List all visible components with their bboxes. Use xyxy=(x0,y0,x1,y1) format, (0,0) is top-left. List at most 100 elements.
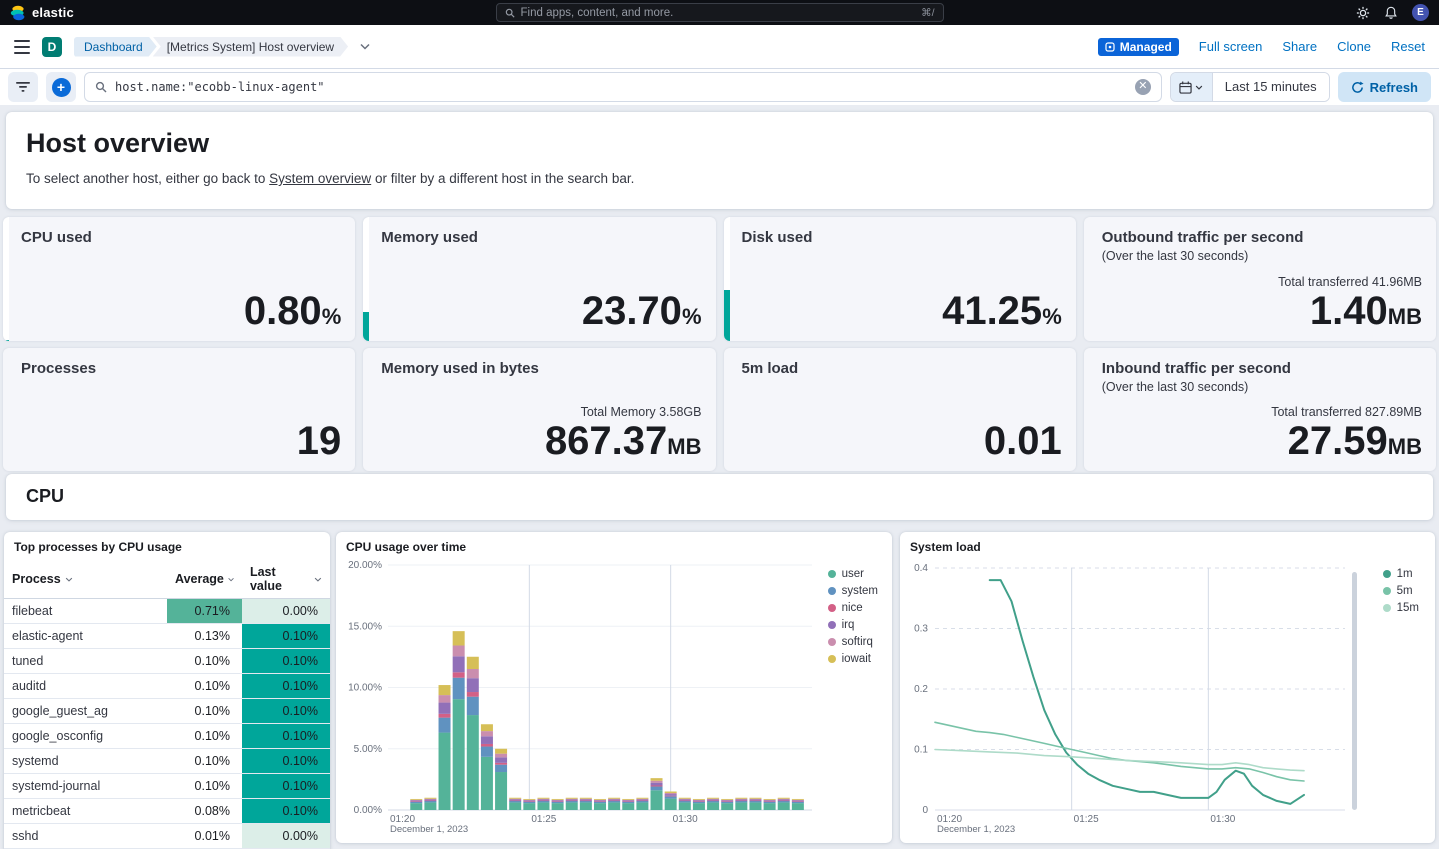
svg-text:10.00%: 10.00% xyxy=(348,683,382,694)
bar-segment-irq xyxy=(551,800,564,802)
query-input[interactable]: host.name:"ecobb-linux-agent" ✕ xyxy=(84,72,1162,102)
bar-segment-system xyxy=(579,800,592,803)
legend-dot xyxy=(827,655,836,663)
table-row: filebeat 0.71% 0.00% xyxy=(4,598,330,624)
action-full-screen[interactable]: Full screen xyxy=(1198,39,1263,54)
action-clone[interactable]: Clone xyxy=(1337,39,1372,54)
menu-icon[interactable] xyxy=(14,39,30,54)
bar-segment-nice xyxy=(509,800,522,802)
legend-item-user[interactable]: user xyxy=(827,568,878,580)
column-header-average[interactable]: Average xyxy=(167,560,242,599)
chevron-down-icon[interactable] xyxy=(360,43,370,50)
bar-segment-nice xyxy=(749,800,762,802)
system-overview-link[interactable]: System overview xyxy=(269,171,372,186)
managed-icon xyxy=(1105,41,1115,52)
breadcrumb-current[interactable]: [Metrics System] Host overview xyxy=(153,37,348,57)
time-range-label[interactable]: Last 15 minutes xyxy=(1212,73,1329,101)
metric-tile-processes: Processes 19 xyxy=(3,348,356,471)
legend-item-softirq[interactable]: softirq xyxy=(827,636,878,648)
global-search-input[interactable]: Find apps, content, and more. ⌘/ xyxy=(495,3,944,22)
bar-segment-irq xyxy=(480,736,493,744)
bar-segment-softirq xyxy=(537,798,550,800)
bar-segment-system xyxy=(735,800,748,803)
bar-segment-system xyxy=(537,800,550,803)
tile-value: 867.37MB xyxy=(544,419,702,463)
svg-text:5.00%: 5.00% xyxy=(354,744,382,755)
clear-query-button[interactable]: ✕ xyxy=(1134,79,1151,95)
column-header-last-value[interactable]: Last value xyxy=(241,560,330,599)
process-name: tuned xyxy=(4,648,167,674)
legend-label: system xyxy=(841,585,878,597)
legend-item-5m[interactable]: 5m xyxy=(1382,585,1419,597)
tile-subtitle: (Over the last 30 seconds) xyxy=(1101,380,1249,394)
bar-segment-softirq xyxy=(452,645,465,657)
legend-item-1m[interactable]: 1m xyxy=(1382,568,1419,580)
tile-value: 27.59MB xyxy=(1287,419,1422,463)
bar-segment-nice xyxy=(495,762,508,765)
bar-segment-system xyxy=(424,800,437,803)
bar-segment-user xyxy=(495,772,508,810)
search-icon xyxy=(95,81,107,93)
panel-scrollbar[interactable] xyxy=(1352,572,1357,810)
legend-dot xyxy=(1382,587,1391,595)
elastic-logo[interactable]: elastic xyxy=(10,5,74,21)
bar-segment-system xyxy=(480,746,493,757)
bar-segment-softirq xyxy=(495,753,508,758)
legend-item-iowait[interactable]: iowait xyxy=(827,653,878,665)
column-header-process[interactable]: Process xyxy=(4,560,167,599)
bar-segment-iowait xyxy=(523,798,536,800)
managed-badge[interactable]: Managed xyxy=(1097,37,1179,56)
settings-icon[interactable] xyxy=(1356,6,1370,20)
space-badge[interactable]: D xyxy=(42,36,62,57)
svg-text:0.4: 0.4 xyxy=(914,563,928,574)
bar-segment-irq xyxy=(410,800,423,802)
svg-text:01:20: 01:20 xyxy=(390,814,415,825)
bar-segment-nice xyxy=(707,800,720,802)
bar-segment-softirq xyxy=(650,780,663,783)
tile-context: Total Memory 3.58GB xyxy=(580,405,702,419)
progress-bar xyxy=(3,217,9,341)
last-value-cell: 0.00% xyxy=(241,823,330,849)
system-load-panel: System load 0 0.1 0.2 0.3 0.4 01:20 December 1… xyxy=(900,532,1435,843)
bar-segment-softirq xyxy=(579,798,592,800)
filter-menu-button[interactable] xyxy=(8,72,38,102)
add-filter-button[interactable]: + xyxy=(46,72,76,102)
svg-text:01:25: 01:25 xyxy=(531,814,556,825)
bar-segment-user xyxy=(608,802,621,810)
tile-value: 19 xyxy=(296,419,342,463)
last-value-cell: 0.10% xyxy=(241,723,330,749)
legend-dot xyxy=(827,570,836,578)
bar-segment-irq xyxy=(707,799,720,801)
tile-title: Memory used xyxy=(381,229,478,246)
bar-segment-nice xyxy=(735,800,748,802)
tile-title: Disk used xyxy=(741,229,813,246)
bar-segment-softirq xyxy=(410,799,423,801)
legend-dot xyxy=(827,587,836,595)
bar-segment-iowait xyxy=(551,798,564,800)
panel-title: CPU usage over time xyxy=(346,540,467,554)
bar-segment-iowait xyxy=(594,798,606,800)
bar-segment-user xyxy=(452,699,465,810)
legend-item-system[interactable]: system xyxy=(827,585,878,597)
user-avatar[interactable]: E xyxy=(1412,4,1429,21)
table-row: metricbeat 0.08% 0.10% xyxy=(4,798,330,824)
bar-segment-iowait xyxy=(495,748,508,754)
bar-segment-user xyxy=(777,802,790,810)
action-share[interactable]: Share xyxy=(1282,39,1318,54)
refresh-button[interactable]: Refresh xyxy=(1337,72,1431,102)
legend-item-nice[interactable]: nice xyxy=(827,602,878,614)
table-row: google_guest_ag 0.10% 0.10% xyxy=(4,698,330,724)
action-reset[interactable]: Reset xyxy=(1391,39,1425,54)
notifications-icon[interactable] xyxy=(1384,6,1398,20)
legend-item-irq[interactable]: irq xyxy=(827,619,878,631)
cpu-usage-chart[interactable]: 0.00% 5.00% 10.00% 15.00% 20.00% 01:20Decembe… xyxy=(336,532,892,843)
legend-item-15m[interactable]: 15m xyxy=(1382,602,1419,614)
calendar-button[interactable] xyxy=(1170,73,1213,101)
breadcrumb-dashboard[interactable]: Dashboard xyxy=(74,37,157,57)
process-table: Process Average Last value filebeat 0.71% 0.… xyxy=(4,560,330,849)
progress-bar xyxy=(363,217,370,341)
bar-segment-system xyxy=(565,800,578,803)
bar-segment-system xyxy=(509,800,522,803)
bar-segment-nice xyxy=(551,801,564,802)
